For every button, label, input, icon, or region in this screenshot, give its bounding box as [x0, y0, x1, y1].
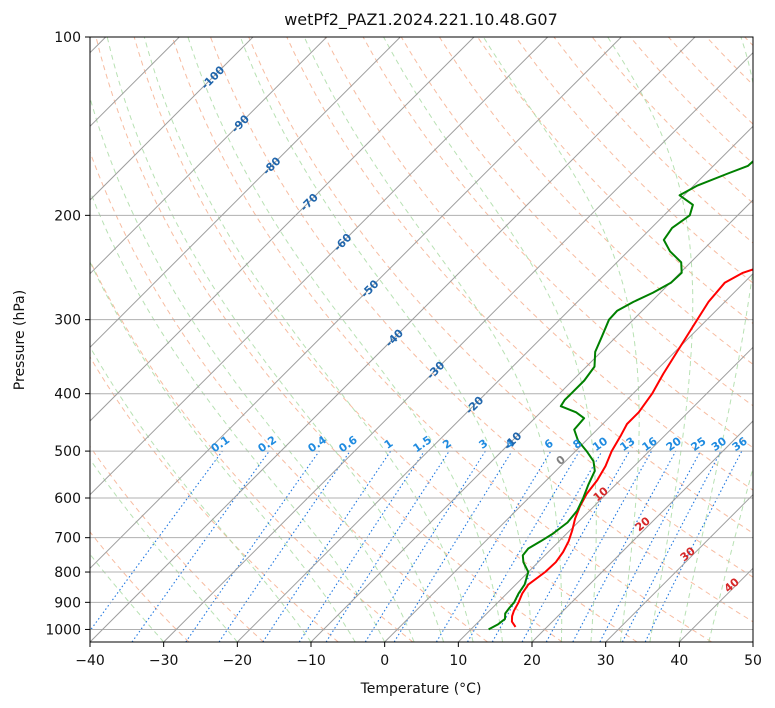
y-tick-label: 300	[54, 313, 81, 329]
moist-adiabat-line	[90, 260, 356, 642]
x-tick-label: 30	[597, 653, 615, 669]
moist-adiabat-line	[383, 37, 597, 642]
x-axis-label: Temperature (°C)	[360, 681, 482, 697]
skewed-isotherm	[163, 51, 753, 642]
axes: −40 −30 −20 −10 0 10 20 30 40 50 100 200 300 400 500 60…	[45, 30, 762, 669]
mixing-ratio-line	[393, 450, 513, 642]
mixing-ratio-line	[521, 450, 630, 642]
dry-adiabat-line	[90, 259, 414, 642]
y-tick-label: 200	[54, 208, 81, 224]
skewed-isotherm	[605, 493, 753, 642]
mixing-ratio-line	[218, 450, 351, 642]
skewed-isotherm	[90, 37, 328, 275]
skewed-isotherm	[384, 272, 753, 642]
y-tick-label: 500	[54, 444, 81, 460]
skewed-isotherm	[457, 346, 753, 642]
moist-adiabat-line	[143, 37, 474, 642]
y-tick-label: 800	[54, 565, 81, 581]
moist-adiabat-line	[303, 37, 563, 642]
mixing-ratio-line	[131, 450, 270, 642]
dry-adiabat-line	[133, 37, 638, 642]
skewed-isotherm	[90, 37, 696, 642]
dry-adiabat-line	[400, 37, 753, 407]
dry-adiabat-line	[286, 37, 753, 534]
x-tick-label: 0	[380, 653, 389, 669]
profiles	[488, 159, 753, 631]
mixing-ratio-line	[572, 450, 677, 642]
dewpoint-profile-line	[488, 159, 753, 631]
x-tick-label: −30	[149, 653, 179, 669]
y-axis-label: Pressure (hPa)	[12, 290, 28, 390]
x-tick-label: 40	[670, 653, 688, 669]
x-tick-label: −10	[296, 653, 326, 669]
mixing-ratio-line	[435, 450, 552, 642]
dry-adiabat-line	[248, 37, 753, 578]
moist-adiabat-line	[90, 458, 238, 642]
mixing-ratio-line	[90, 450, 223, 632]
mixing-ratio-line	[185, 450, 320, 642]
grid-lines	[90, 37, 753, 630]
moist-adiabat-line	[90, 345, 312, 642]
temperature-profile-line	[510, 268, 753, 628]
mixing-ratio-line	[364, 450, 486, 642]
moist-adiabat-line	[482, 37, 640, 642]
moist-adiabat-line	[187, 37, 503, 642]
x-tick-label: −40	[75, 653, 105, 669]
moist-adiabat-line	[607, 37, 694, 642]
moist-adiabat-line	[239, 37, 533, 642]
x-tick-label: 10	[449, 653, 467, 669]
y-tick-label: 900	[54, 595, 81, 611]
y-tick-label: 100	[54, 30, 81, 46]
skewed-isotherm	[531, 420, 753, 642]
y-tick-label: 400	[54, 387, 81, 403]
y-tick-label: 600	[54, 491, 81, 507]
x-tick-label: 50	[744, 653, 762, 669]
y-tick-label: 1000	[45, 622, 81, 638]
dry-adiabat-line	[210, 37, 753, 623]
x-tick-label: 20	[523, 653, 541, 669]
skewed-isotherm	[236, 125, 753, 642]
background-lines	[90, 37, 753, 642]
moist-adiabat-line	[90, 553, 165, 642]
skewed-isotherm-lines	[90, 37, 753, 642]
mixing-ratio-line	[325, 450, 450, 642]
dry-adiabat-line	[95, 37, 563, 642]
chart-title: wetPf2_PAZ1.2024.221.10.48.G07	[284, 10, 558, 30]
dry-adiabat-line	[438, 37, 753, 365]
skewed-isotherm	[90, 37, 549, 496]
skewed-isotherm	[310, 199, 753, 642]
plot-frame	[89, 36, 754, 643]
x-tick-label: −20	[223, 653, 253, 669]
skewed-isotherm	[90, 37, 622, 570]
mixing-ratio-line	[491, 450, 603, 642]
dry-adiabat-line	[324, 37, 753, 491]
skewed-isotherm	[90, 37, 401, 349]
mixing-ratio-line	[467, 450, 580, 642]
moist-adiabat-line	[106, 37, 445, 642]
dry-adiabat-line	[90, 531, 190, 642]
moist-adiabat-line	[90, 189, 386, 642]
y-tick-label: 700	[54, 531, 81, 547]
skewed-isotherm	[90, 37, 475, 422]
skewed-isotherm	[90, 37, 254, 201]
